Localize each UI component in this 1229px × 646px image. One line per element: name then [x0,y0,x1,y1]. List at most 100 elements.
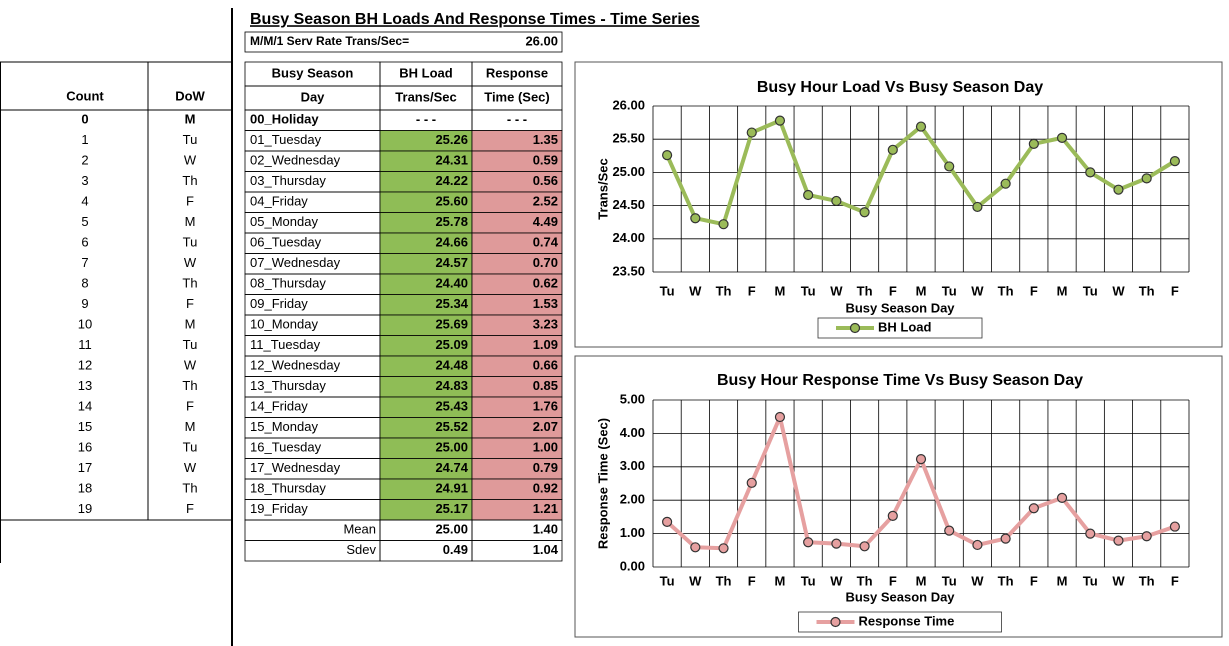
value-cell: 24.31 [435,153,468,168]
count-cell: 1 [81,132,88,147]
y-tick-label: 5.00 [620,391,645,406]
marker [774,115,786,126]
marker [1028,138,1039,149]
value-cell: 0.85 [533,378,558,393]
value-cell: 25.00 [435,440,468,455]
value-cell: 25.43 [435,399,468,414]
value-cell: - - - [416,112,436,127]
value-cell: 24.83 [435,378,468,393]
dow-cell: M [185,112,196,127]
x-tick-label: Th [1139,573,1155,588]
value-cell: 24.22 [435,173,468,188]
marker [944,525,955,536]
count-cell: 12 [78,358,92,373]
marker [1113,535,1124,546]
marker [1141,531,1152,542]
x-tick-label: W [1112,573,1125,588]
value-cell: 25.52 [435,419,468,434]
dow-cell: F [186,501,194,516]
y-tick-label: 26.00 [612,97,645,112]
value-cell: 3.23 [533,317,558,332]
marker [972,539,983,551]
dow-cell: Tu [183,440,198,455]
day-cell: 05_Monday [250,214,318,229]
x-tick-label: W [689,283,702,298]
x-tick-label: F [1171,573,1179,588]
count-cell: 7 [81,255,88,270]
marker [831,538,842,549]
count-cell: 6 [81,235,88,250]
value-cell: 1.09 [533,337,558,352]
dow-cell: Tu [183,132,198,147]
value-cell: - - - [507,112,527,127]
marker [1000,533,1011,544]
y-tick-label: 24.00 [612,230,645,245]
x-tick-label: Th [716,573,732,588]
marker [887,510,898,521]
legend-label: Response Time [859,613,955,628]
legend-label: BH Load [878,319,932,334]
y-tick-label: 4.00 [620,425,645,440]
count-cell: 14 [78,399,92,414]
y-tick-label: 23.50 [612,263,645,278]
rate-label: M/M/1 Serv Rate Trans/Sec= [250,34,409,48]
marker [690,213,701,224]
count-cell: 18 [78,481,92,496]
dow-cell: M [185,214,196,229]
value-cell: 24.57 [435,255,468,270]
marker [746,477,757,488]
marker [972,201,983,213]
value-cell: 0.70 [533,255,558,270]
y-axis-title: Trans/Sec [595,158,610,219]
x-tick-label: Tu [660,573,675,588]
count-cell: 19 [78,501,92,516]
legend-box [798,611,1002,633]
day-cell: 06_Tuesday [250,235,322,250]
x-tick-label: Th [998,573,1014,588]
x-tick-label: Tu [942,573,957,588]
marker [1169,156,1180,167]
day-cell: 07_Wednesday [250,255,341,270]
value-cell: 1.21 [533,501,558,516]
value-cell: 1.76 [533,399,558,414]
marker [1056,132,1068,143]
dow-cell: Th [182,481,197,496]
day-cell: 18_Thursday [250,481,326,496]
day-cell: 03_Thursday [250,173,326,188]
day-cell: 15_Monday [250,419,318,434]
dow-cell: Th [182,378,197,393]
y-tick-label: 0.00 [620,558,645,573]
marker [1028,503,1039,514]
y-tick-label: 3.00 [620,458,645,473]
summary-cell: Mean [343,522,376,537]
legend-box [817,317,983,339]
value-cell: 25.34 [435,296,468,311]
dow-cell: Th [182,276,197,291]
count-cell: 9 [81,296,88,311]
count-cell: 2 [81,153,88,168]
dow-cell: Tu [183,337,198,352]
value-cell: 2.52 [533,194,558,209]
marker [1085,167,1096,178]
y-tick-label: 25.00 [612,164,645,179]
x-tick-label: F [1171,283,1179,298]
count-cell: 5 [81,214,88,229]
x-tick-label: F [748,573,756,588]
x-tick-label: Th [1139,283,1155,298]
x-tick-label: M [775,573,786,588]
x-tick-label: F [889,283,897,298]
x-tick-label: Th [857,573,873,588]
column-header: Count [66,88,104,103]
marker [718,219,729,230]
x-tick-label: W [830,573,843,588]
value-cell: 24.66 [435,235,468,250]
value-cell: 0.66 [533,358,558,373]
dow-cell: M [185,419,196,434]
dow-cell: W [184,358,197,373]
marker [662,150,673,161]
value-cell: 1.00 [533,440,558,455]
day-cell: 12_Wednesday [250,358,341,373]
marker [859,541,870,552]
